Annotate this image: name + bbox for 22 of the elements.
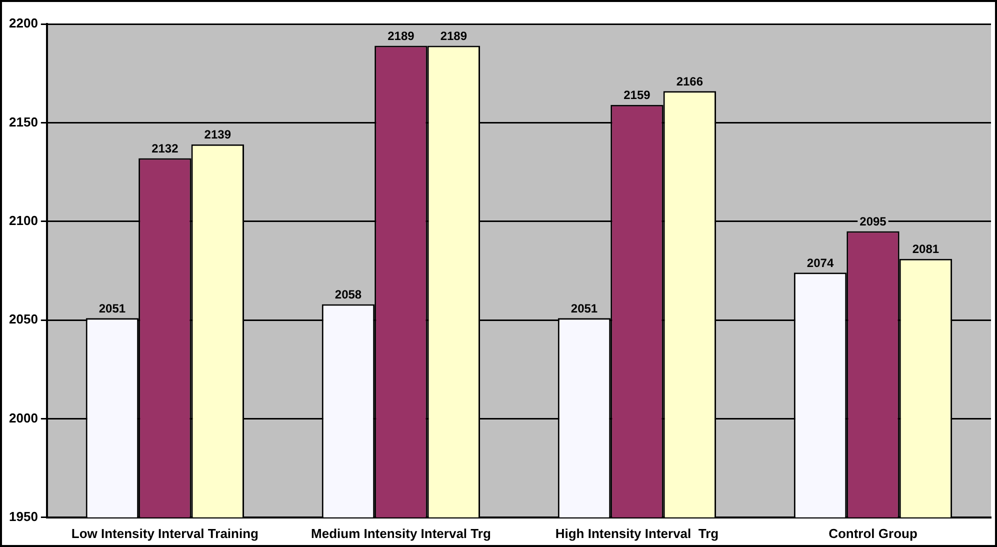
y-tick-label: 2200 <box>9 16 38 31</box>
x-tick-label: Low Intensity Interval Training <box>71 526 259 541</box>
data-label: 2058 <box>334 288 362 302</box>
y-tick-label: 2100 <box>9 212 38 228</box>
data-label: 2051 <box>570 301 598 316</box>
x-tick-label: High Intensity Interval Trg <box>555 526 719 541</box>
data-label: 2159 <box>624 88 651 102</box>
data-label: 2189 <box>440 29 468 44</box>
y-tick-label: 2000 <box>9 410 38 426</box>
y-tick-label: 1950 <box>9 508 38 524</box>
x-tick-label: Control Group <box>828 526 918 541</box>
data-label: 2166 <box>676 74 704 88</box>
data-label: 2051 <box>98 301 126 316</box>
data-label: 2081 <box>912 242 940 256</box>
y-tick-label: 2050 <box>9 312 38 327</box>
y-tick-label: 2150 <box>9 114 38 130</box>
x-tick-label: Medium Intensity Interval Trg <box>311 526 491 541</box>
data-label: 2189 <box>388 29 415 44</box>
data-label: 2132 <box>152 142 179 156</box>
data-label: 2139 <box>204 128 232 142</box>
data-label: 2074 <box>806 256 834 270</box>
data-label: 2095 <box>860 214 887 229</box>
